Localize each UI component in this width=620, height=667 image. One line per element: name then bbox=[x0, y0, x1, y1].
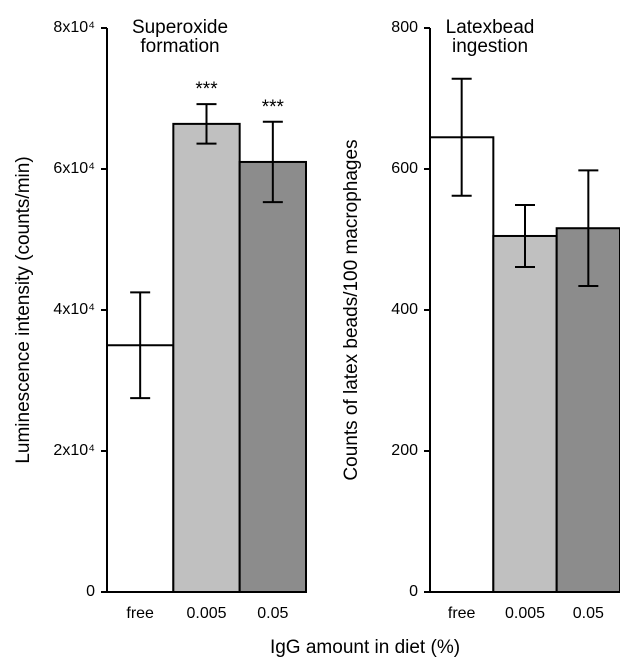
y-axis-label: Counts of latex beads/100 macrophages bbox=[341, 139, 362, 480]
bar bbox=[429, 136, 495, 593]
x-tick-label: 0.005 bbox=[186, 605, 226, 622]
chart-title: ingestion bbox=[452, 36, 528, 57]
x-tick-label: 0.005 bbox=[505, 605, 545, 622]
chart-title: Superoxide bbox=[132, 17, 228, 38]
chart-title: formation bbox=[140, 36, 219, 57]
y-tick-label: 800 bbox=[391, 19, 418, 36]
bar bbox=[238, 160, 308, 593]
x-axis-label: IgG amount in diet (%) bbox=[270, 637, 460, 658]
y-tick-label: 4x10⁴ bbox=[53, 301, 95, 318]
y-tick-label: 6x10⁴ bbox=[53, 160, 95, 177]
x-tick-label: free bbox=[126, 605, 154, 622]
y-axis-label: Luminescence intensity (counts/min) bbox=[13, 156, 34, 463]
annotation: *** bbox=[262, 97, 285, 118]
x-tick-label: 0.05 bbox=[573, 605, 604, 622]
y-tick-label: 200 bbox=[391, 442, 418, 459]
bar bbox=[492, 234, 558, 593]
y-tick-label: 0 bbox=[86, 583, 95, 600]
annotation: *** bbox=[195, 79, 218, 100]
y-tick-label: 400 bbox=[391, 301, 418, 318]
chart-title: Latexbead bbox=[446, 17, 535, 38]
y-tick-label: 2x10⁴ bbox=[53, 442, 95, 459]
y-tick-label: 8x10⁴ bbox=[53, 19, 95, 36]
bar bbox=[172, 122, 241, 593]
x-tick-label: 0.05 bbox=[257, 605, 288, 622]
x-tick-label: free bbox=[448, 605, 476, 622]
y-tick-label: 0 bbox=[409, 583, 418, 600]
y-tick-label: 600 bbox=[391, 160, 418, 177]
bar bbox=[555, 227, 620, 593]
